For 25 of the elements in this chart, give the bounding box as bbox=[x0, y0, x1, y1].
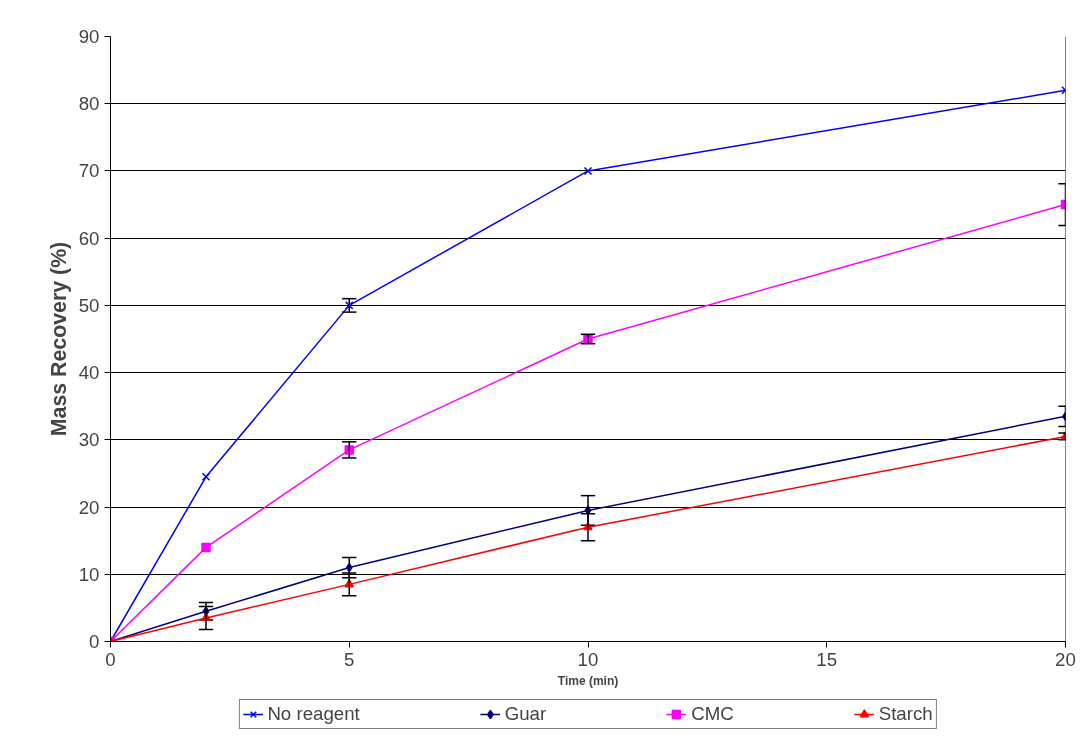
x-tick-label: 15 bbox=[816, 648, 838, 670]
point bbox=[583, 166, 593, 176]
legend-label: No reagent bbox=[267, 703, 360, 725]
legend-label: CMC bbox=[691, 703, 734, 725]
y-tick-label: 10 bbox=[78, 563, 100, 585]
y-tick-label: 90 bbox=[78, 26, 100, 47]
point bbox=[201, 542, 211, 553]
x-tick-label: 20 bbox=[1055, 648, 1076, 670]
legend-label: Guar bbox=[504, 703, 547, 725]
x-tick-label: 5 bbox=[344, 648, 355, 670]
legend-label: Starch bbox=[878, 703, 933, 725]
y-tick-label: 50 bbox=[78, 294, 100, 316]
y-tick-label: 30 bbox=[78, 429, 100, 451]
x-axis-title: Time (min) bbox=[557, 673, 619, 688]
y-tick-label: 0 bbox=[89, 631, 100, 652]
point bbox=[344, 301, 354, 310]
point bbox=[201, 472, 211, 482]
y-tick-label: 40 bbox=[78, 362, 100, 384]
y-axis-title: Mass Recovery (%) bbox=[46, 241, 71, 437]
x-tick-label: 0 bbox=[105, 648, 116, 670]
y-tick-label: 80 bbox=[78, 93, 100, 115]
y-tick-label: 20 bbox=[78, 496, 100, 518]
y-tick-label: 60 bbox=[78, 227, 100, 249]
x-tick-label: 10 bbox=[577, 648, 599, 670]
y-tick-label: 70 bbox=[78, 160, 100, 182]
